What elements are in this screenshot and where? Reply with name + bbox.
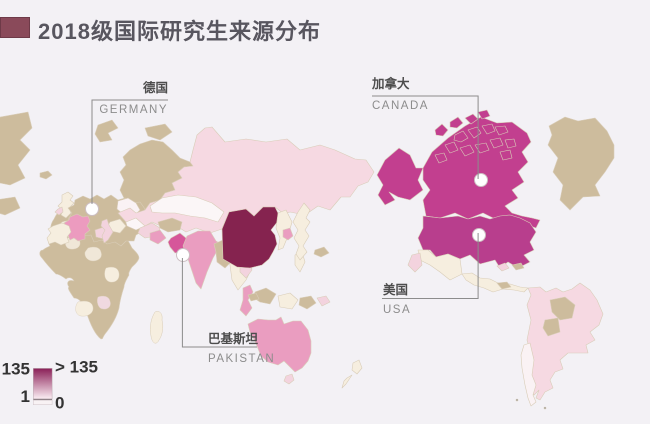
svg-text:PAKISTAN: PAKISTAN [208,353,275,365]
svg-text:0: 0 [55,394,64,413]
svg-text:GERMANY: GERMANY [99,104,168,116]
svg-text:USA: USA [383,304,411,316]
svg-text:1: 1 [21,387,30,406]
svg-text:加拿大: 加拿大 [371,76,410,91]
svg-text:CANADA: CANADA [372,100,429,112]
svg-text:德国: 德国 [143,80,168,95]
svg-text:美国: 美国 [383,282,408,297]
svg-text:> 135: > 135 [55,358,98,377]
svg-text:135: 135 [2,360,30,379]
svg-text:巴基斯坦: 巴基斯坦 [208,331,259,346]
